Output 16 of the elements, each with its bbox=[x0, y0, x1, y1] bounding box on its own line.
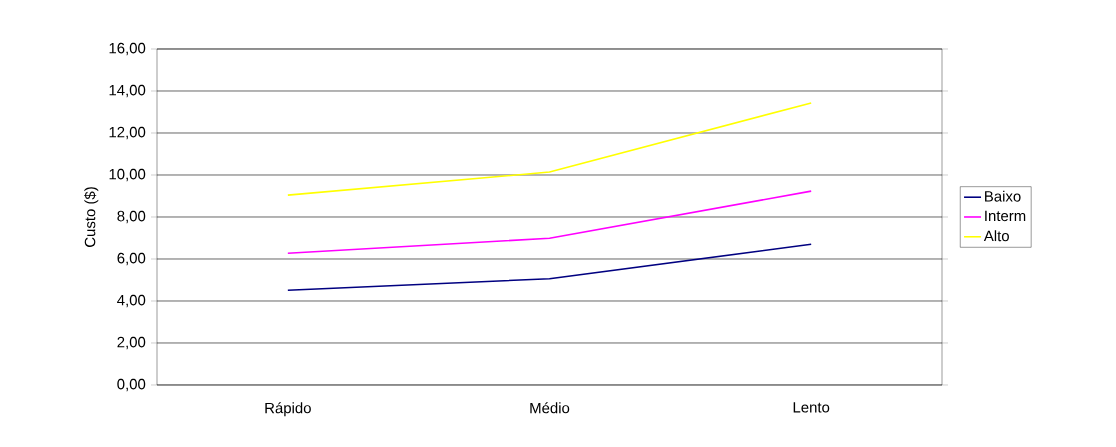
y-tick-label: 2,00 bbox=[117, 336, 146, 350]
y-tick-label: 4,00 bbox=[117, 294, 146, 308]
y-tick-label: 12,00 bbox=[109, 126, 146, 140]
x-tick-label: Rápido bbox=[265, 402, 311, 417]
x-tick-label: Lento bbox=[793, 402, 830, 413]
y-tick-label: 6,00 bbox=[117, 252, 146, 266]
y-tick-label: 16,00 bbox=[109, 42, 146, 56]
y-tick-label: 8,00 bbox=[117, 210, 146, 224]
legend-label: Interm bbox=[985, 210, 1026, 222]
y-tick-label: 0,00 bbox=[117, 378, 146, 392]
legend-label: Alto bbox=[983, 230, 1009, 242]
legend-label: Baixo bbox=[985, 190, 1021, 202]
y-tick-label: 14,00 bbox=[109, 84, 146, 98]
y-axis-title: Custo ($) bbox=[84, 187, 99, 247]
x-tick-label: Médio bbox=[530, 402, 570, 414]
y-tick-label: 10,00 bbox=[109, 168, 146, 182]
